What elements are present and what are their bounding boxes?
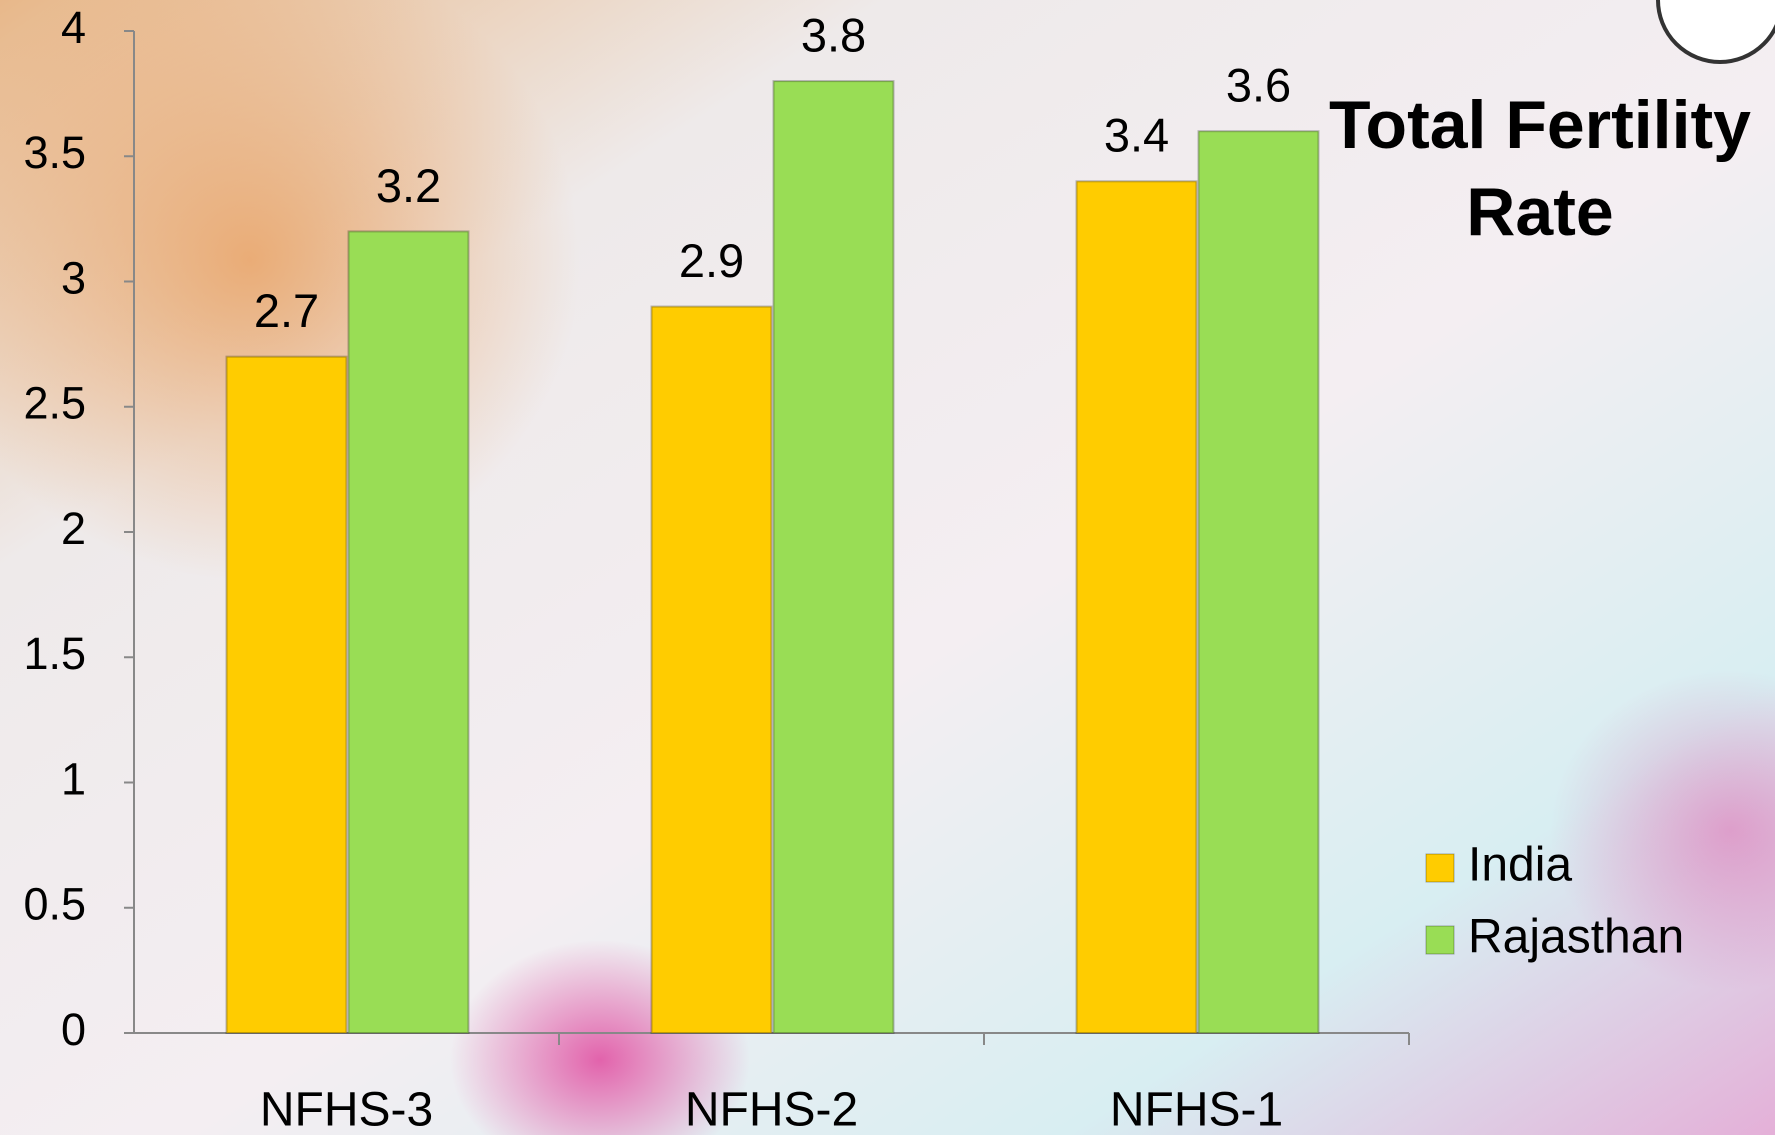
data-label: 3.2 [376,159,441,212]
y-tick-label: 2 [61,503,86,554]
y-tick-label: 3.5 [23,127,86,178]
y-tick-label: 0.5 [23,879,86,930]
bar [774,81,894,1033]
legend-label: Rajasthan [1468,911,1684,964]
data-label: 3.8 [801,9,866,62]
chart-title-line: Rate [1466,174,1613,250]
x-tick-label: NFHS-3 [260,1084,433,1135]
chart: Total Fertility Rate 0 0.5 1 1.5 2 2.5 3 3.5 4 NF… [0,0,1775,1135]
bar [1199,131,1319,1033]
bar [227,357,347,1033]
data-label: 3.6 [1226,59,1291,112]
data-label: 3.4 [1104,109,1169,162]
legend-swatch [1426,854,1454,882]
bar [652,307,772,1033]
y-tick-label: 1.5 [23,628,86,679]
legend-swatch [1426,926,1454,954]
y-tick-label: 4 [61,2,86,53]
data-label: 2.7 [254,284,319,337]
page: {"chart_data": {"type": "bar", "title": … [0,0,1775,1135]
y-tick-label: 0 [61,1004,86,1055]
y-tick-label: 3 [61,252,86,303]
x-tick-label: NFHS-1 [1110,1084,1283,1135]
y-tick-label: 2.5 [23,378,86,429]
legend-label: India [1468,839,1572,892]
chart-title-line: Total Fertility [1329,87,1751,163]
data-label: 2.9 [679,234,744,287]
x-tick-label: NFHS-2 [685,1084,858,1135]
bar [1077,181,1197,1033]
bar [349,231,469,1033]
y-tick-label: 1 [61,753,86,804]
